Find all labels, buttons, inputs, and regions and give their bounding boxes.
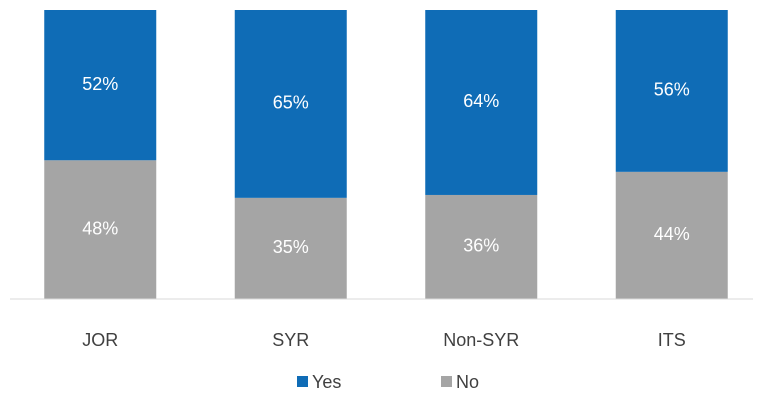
data-label: 36% [463, 236, 499, 256]
bar-segment [44, 10, 157, 161]
bar-segment [615, 171, 728, 299]
data-label: 65% [273, 93, 309, 113]
data-label: 35% [273, 237, 309, 257]
bar-segment [44, 160, 157, 299]
legend-swatch [441, 376, 452, 387]
legend-label: Yes [312, 372, 341, 392]
legend-swatch [297, 376, 308, 387]
bar-segment [234, 10, 347, 198]
data-label: 48% [82, 218, 118, 238]
x-tick-label: SYR [272, 330, 309, 350]
data-label: 56% [654, 80, 690, 100]
legend-label: No [456, 372, 479, 392]
bar-segment [425, 194, 538, 299]
bar-segment [234, 197, 347, 299]
data-label: 64% [463, 91, 499, 111]
bar-segment [615, 10, 728, 172]
x-tick-label: Non-SYR [443, 330, 519, 350]
data-label: 52% [82, 74, 118, 94]
data-label: 44% [654, 224, 690, 244]
x-tick-label: JOR [82, 330, 118, 350]
bar-segment [425, 10, 538, 195]
x-tick-label: ITS [658, 330, 686, 350]
